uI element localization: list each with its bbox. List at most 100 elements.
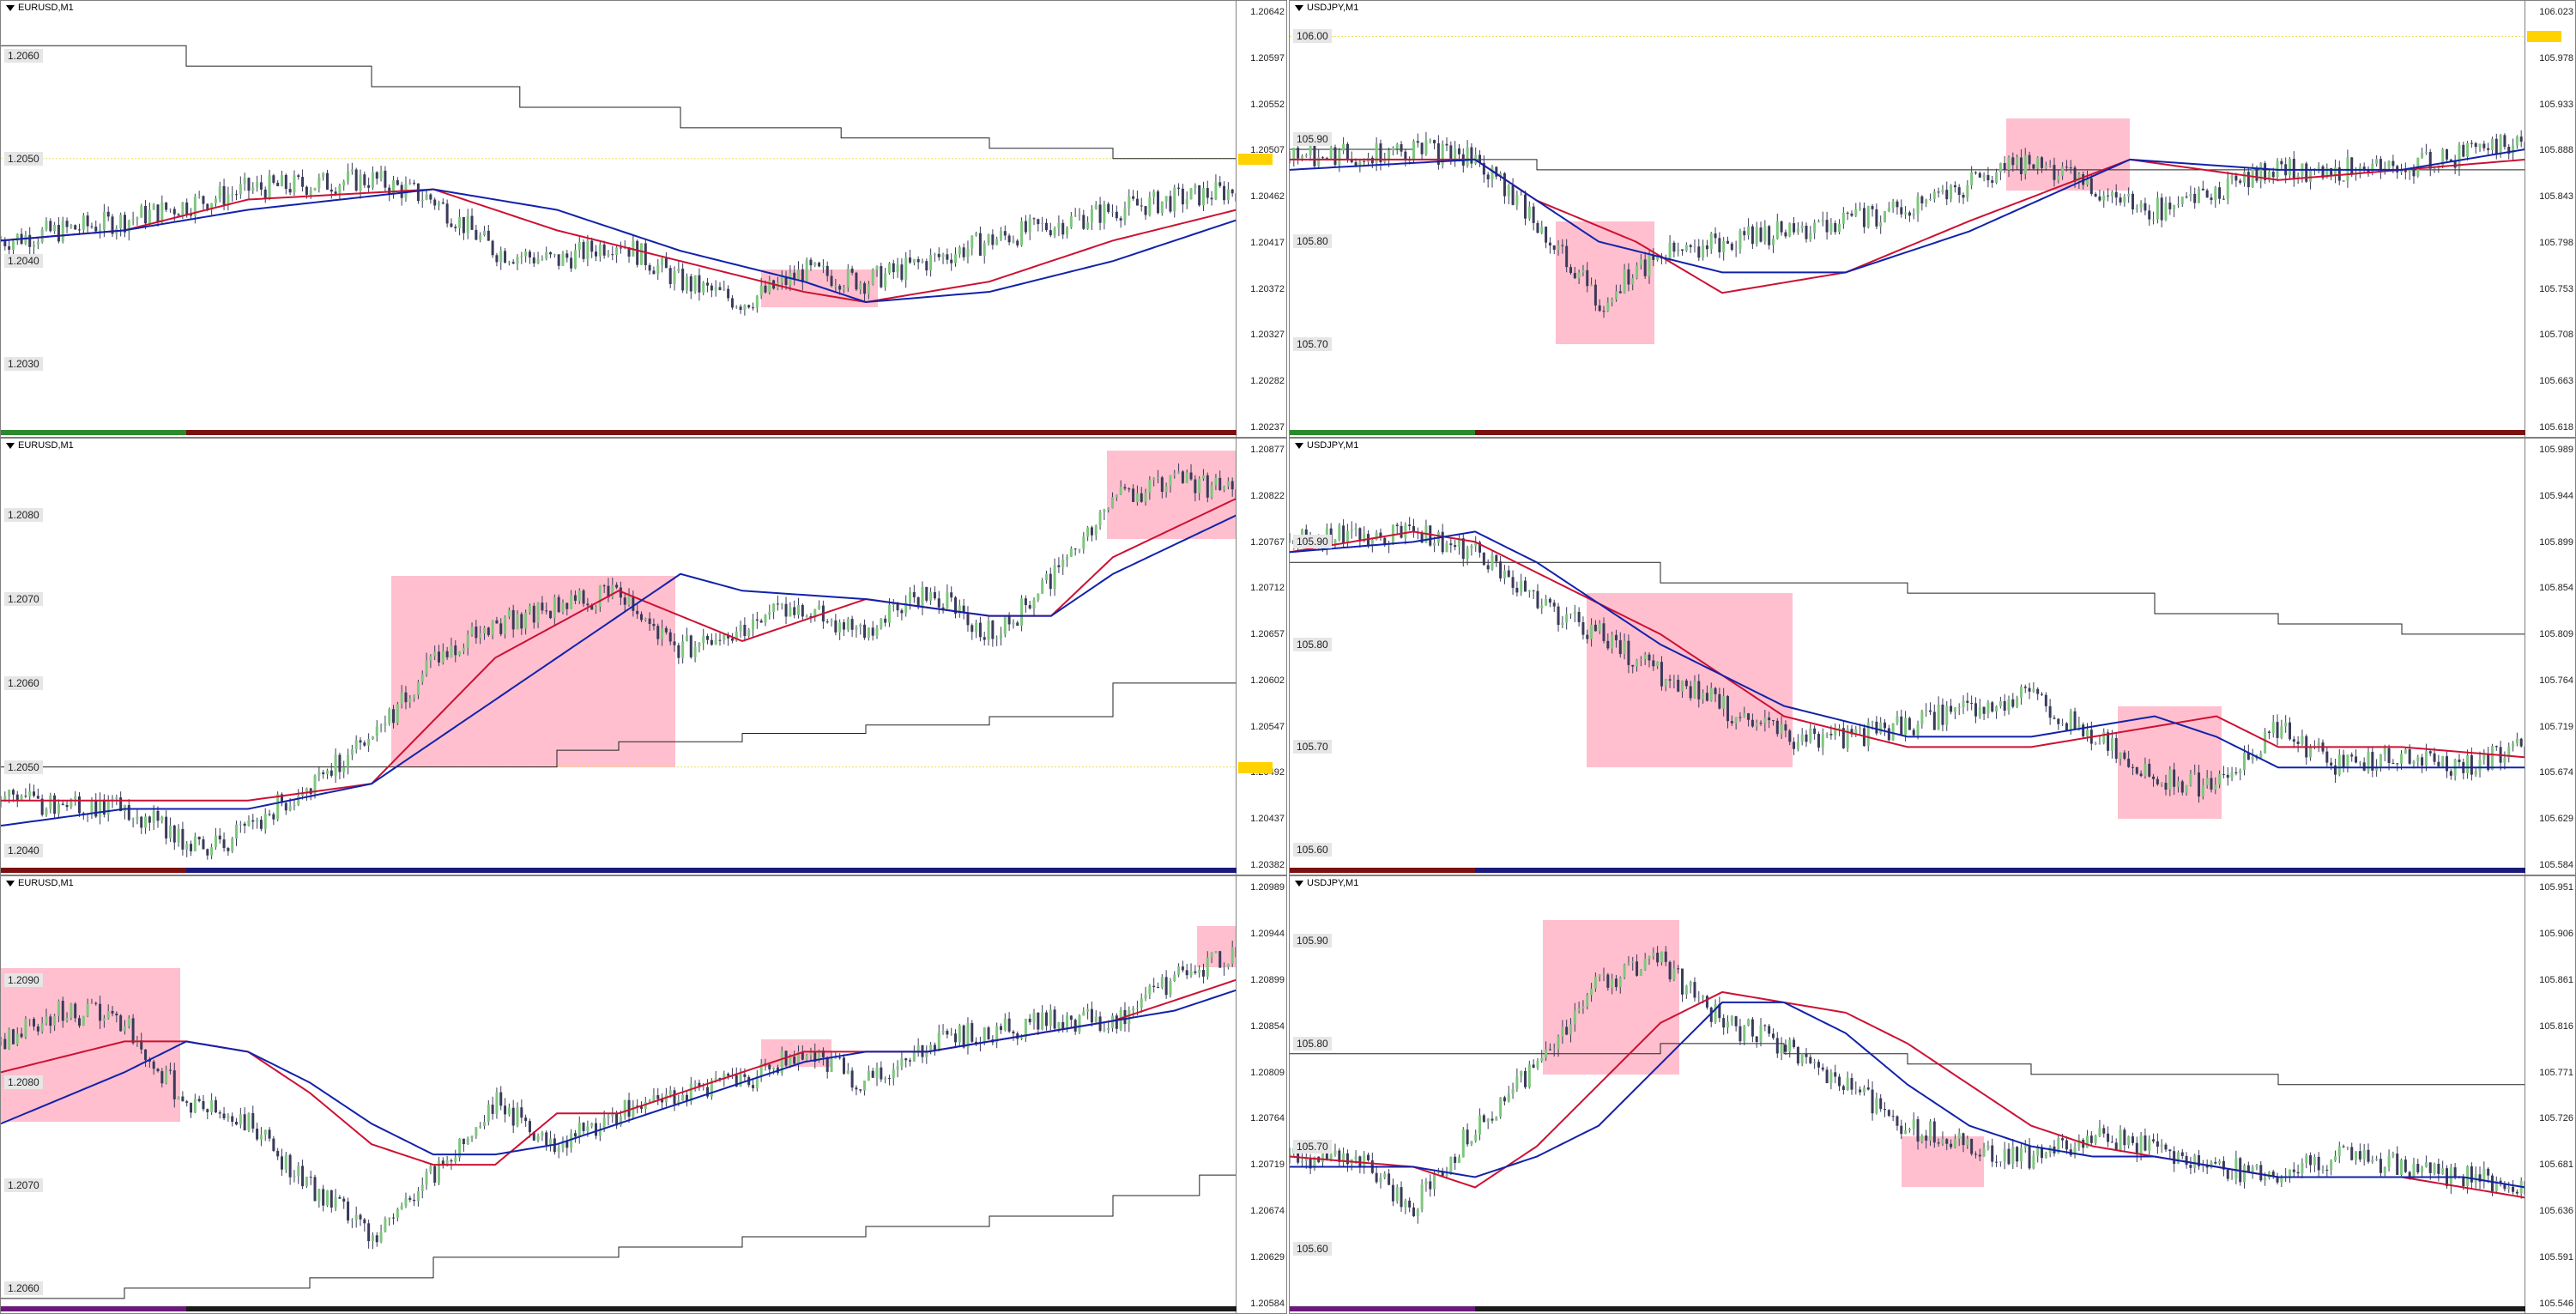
collapse-triangle-icon[interactable] [1295,880,1303,887]
candle-body [619,587,622,598]
candle-body [1290,1153,1291,1157]
time-axis[interactable] [1290,1306,2525,1311]
price-axis[interactable]: 1.20877 1.20822 1.20767 1.20712 1.20657 1.206… [1236,439,1286,875]
candle-body [1995,172,1999,183]
candle-body [2057,718,2060,724]
candle-body [1020,1037,1024,1039]
candle-body [1677,968,1680,970]
candle-body [1636,264,1639,279]
candle-body [2144,763,2147,777]
collapse-triangle-icon[interactable] [6,4,15,11]
candle-body [168,1069,172,1071]
candle-body [2189,773,2192,785]
candle-body [2114,1142,2118,1151]
candle-body [1953,707,1956,712]
candle-body [1370,157,1374,164]
candle-body [2193,193,2197,203]
price-tick-label: 1.20584 [1250,1299,1285,1309]
candle-body [1957,187,1961,195]
candle-body [2428,751,2432,754]
level-label: 105.70 [1293,1139,1332,1154]
price-axis[interactable]: 1.20642 1.20597 1.20552 1.20507 1.20462 1.204… [1236,1,1286,437]
candle-body [1391,148,1394,151]
price-axis[interactable]: 105.989 105.944 105.899 105.854 105.809 105.7… [2525,439,2575,875]
candle-body [636,240,639,265]
candle-body [49,795,52,809]
current-price-tag [1238,761,1273,773]
chart-panel-eurusd-middle[interactable]: EURUSD,M1 1.2080 1.2070 1.2060 1.2050 1.2040 1… [0,438,1287,875]
candle-body [1424,140,1428,154]
candle-body [1375,532,1378,541]
time-axis[interactable] [1,430,1237,435]
candle-body [1693,681,1696,699]
candle-body [2482,1168,2486,1182]
candle-body [1499,561,1503,578]
candle-body [433,1166,437,1183]
candle-body [2069,711,2072,731]
collapse-triangle-icon[interactable] [1295,4,1303,11]
time-axis[interactable] [1290,430,2525,435]
collapse-triangle-icon[interactable] [1295,442,1303,449]
price-tick-label: 106.023 [2539,7,2573,17]
collapse-triangle-icon[interactable] [6,880,15,887]
candle-body [1028,605,1031,609]
candle-body [2428,151,2432,169]
candle-body [2127,759,2131,767]
candle-body [1003,231,1007,236]
price-axis[interactable]: 1.20989 1.20944 1.20899 1.20854 1.20809 1.207… [1236,876,1286,1313]
candle-body [347,171,350,182]
candle-body [2205,778,2209,785]
candle-body [1643,259,1647,276]
candle-body [755,1075,759,1088]
candle-body [545,252,548,259]
candle-body [193,1099,197,1113]
candle-body [2243,1165,2246,1183]
chart-panel-eurusd-bottom[interactable]: EURUSD,M1 1.2090 1.2080 1.2070 1.2060 1.20989… [0,875,1287,1314]
candle-body [2135,1142,2138,1155]
candle-body [1169,196,1172,212]
candle-body [1053,1009,1056,1029]
candle-body [1920,1135,1924,1142]
candle-body [780,603,783,605]
chart-panel-usdjpy-bottom[interactable]: USDJPY,M1 105.90 105.80 105.70 105.60 105.951… [1289,875,2576,1314]
candle-body [639,1106,643,1109]
candle-body [1573,273,1576,279]
price-tick-label: 1.20809 [1250,1067,1285,1078]
ma-red-line [1290,990,2525,1199]
candle-body [8,790,11,796]
candle-body [45,221,48,230]
candle-body [789,1057,792,1066]
candle-body [259,1135,263,1140]
candle-body [1726,1021,1730,1028]
collapse-triangle-icon[interactable] [6,442,15,449]
candle-body [425,194,428,200]
chart-panel-usdjpy-middle[interactable]: USDJPY,M1 105.90 105.80 105.70 105.60 105.989… [1289,438,2576,875]
candle-body [1383,1173,1387,1178]
candle-body [2259,163,2263,181]
candle-body [714,639,717,645]
candle-body [2421,1166,2424,1172]
time-axis[interactable] [1,868,1237,873]
candle-body [1755,227,1758,245]
candle-body [2032,688,2035,692]
candle-body [933,1045,936,1051]
price-tick-label: 1.20507 [1250,145,1285,156]
price-axis[interactable]: 105.951 105.906 105.861 105.816 105.771 105.7… [2525,876,2575,1313]
candle-body [1697,246,1701,258]
candle-body [181,1096,184,1102]
time-axis[interactable] [1290,868,2525,873]
chart-panel-usdjpy-top[interactable]: USDJPY,M1 106.00 105.90 105.80 105.70 106.023… [1289,0,2576,438]
candle-body [388,709,391,724]
candle-body [818,263,821,267]
candle-body [2400,754,2404,764]
candle-body [2110,1141,2113,1143]
price-axis[interactable]: 106.023 105.978 105.933 105.888 105.843 105.7… [2525,1,2575,437]
level-label: 105.70 [1293,337,1332,351]
candle-body [937,598,940,608]
chart-panel-eurusd-top[interactable]: EURUSD,M1 1.2060 1.2050 1.2040 1.2030 1.20642… [0,0,1287,438]
candle-body [2222,198,2225,200]
candle-body [301,1166,305,1187]
candle-body [82,813,85,814]
time-axis[interactable] [1,1306,1237,1311]
price-tick-label: 1.20657 [1250,629,1285,640]
